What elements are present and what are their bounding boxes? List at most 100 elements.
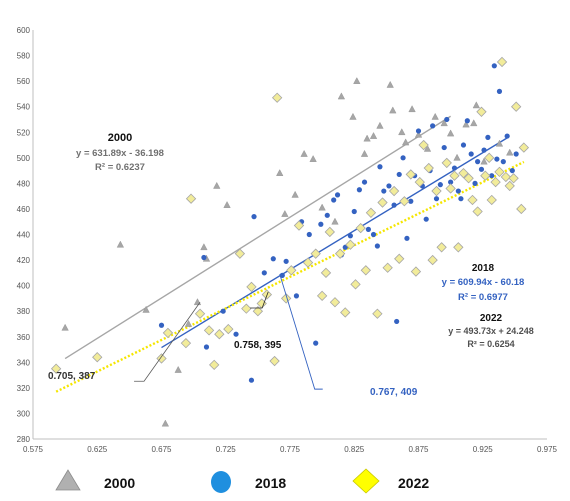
point-2018: [293, 293, 300, 299]
y-tick-label: 360: [17, 333, 31, 342]
eq2022-equation: y = 493.73x + 24.248: [448, 326, 534, 336]
x-tick-label: 0.875: [408, 445, 429, 454]
callout-label-2: 0.758, 395: [234, 340, 282, 351]
point-2018: [444, 116, 450, 123]
point-2018: [455, 188, 461, 194]
point-2022: [518, 142, 530, 153]
y-tick-label: 280: [17, 435, 31, 444]
trendline-2000: [64, 115, 451, 360]
point-2018: [386, 183, 392, 189]
point-2018: [400, 155, 406, 161]
point-2022: [214, 329, 225, 340]
point-2000: [281, 210, 289, 217]
point-2000: [423, 144, 432, 152]
point-2022: [194, 308, 206, 319]
y-tick-label: 600: [17, 26, 31, 35]
callout-leader-3: [279, 273, 323, 390]
point-2022: [355, 222, 366, 234]
point-2000: [184, 319, 193, 327]
point-2000: [402, 138, 410, 146]
point-2022: [436, 242, 447, 253]
point-2000: [213, 181, 221, 189]
point-2000: [161, 419, 169, 427]
point-2022: [418, 139, 429, 151]
y-tick-label: 480: [17, 179, 31, 188]
point-2018: [468, 151, 474, 157]
point-2018: [475, 159, 481, 165]
point-2000: [337, 92, 346, 100]
point-2018: [391, 202, 397, 208]
y-tick-label: 440: [17, 231, 31, 240]
point-2022: [365, 207, 377, 218]
point-2018: [496, 88, 503, 94]
point-2000: [495, 139, 504, 147]
point-2000: [200, 243, 208, 251]
point-2022: [92, 352, 103, 363]
x-tick-label: 0.725: [216, 445, 237, 454]
point-2000: [223, 201, 231, 208]
point-2022: [180, 337, 192, 349]
point-2018: [441, 144, 447, 151]
point-2000: [440, 119, 448, 127]
point-2022: [293, 220, 305, 231]
eq2018-title: 2018: [472, 263, 495, 274]
point-2000: [174, 365, 182, 373]
point-2000: [408, 105, 416, 113]
point-2000: [453, 153, 461, 161]
point-2022: [209, 359, 220, 371]
point-2022: [286, 265, 297, 276]
callout-leader-lines: [134, 273, 323, 390]
eq2022-r2: R² = 0.6254: [467, 339, 514, 349]
y-tick-label: 340: [17, 358, 31, 367]
y-tick-label: 300: [17, 409, 31, 418]
point-2018: [313, 340, 319, 346]
point-2018: [500, 159, 506, 165]
point-2022: [324, 226, 336, 238]
point-2000: [61, 323, 69, 331]
point-2022: [441, 157, 452, 169]
point-2018: [324, 212, 330, 218]
point-2000: [369, 132, 378, 139]
point-2018: [433, 196, 440, 202]
point-2000: [480, 157, 488, 165]
point-2018: [472, 180, 478, 186]
point-2018: [279, 272, 285, 278]
point-2022: [316, 290, 328, 302]
point-2018: [464, 118, 470, 124]
point-2022: [516, 203, 527, 215]
point-2018: [248, 377, 255, 383]
point-2018: [481, 147, 487, 153]
point-2018: [509, 167, 515, 174]
legend-2000-marker: [55, 469, 81, 491]
point-2000: [353, 77, 361, 84]
point-2022: [203, 325, 215, 336]
point-2022: [372, 308, 383, 319]
point-2022: [340, 307, 351, 318]
point-2018: [261, 270, 267, 276]
point-2022: [445, 183, 456, 194]
y-tick-label: 500: [17, 154, 31, 163]
point-2000: [291, 190, 299, 198]
y-tick-label: 580: [17, 52, 31, 61]
point-2022: [508, 173, 519, 184]
y-tick-label: 400: [17, 282, 31, 291]
point-2022: [463, 173, 474, 184]
legend-2022-label: 2022: [398, 475, 429, 491]
point-2022: [453, 242, 464, 253]
point-2022: [320, 267, 332, 279]
point-2022: [280, 293, 292, 304]
eq2022-title: 2022: [480, 313, 503, 324]
point-2018: [394, 318, 400, 325]
point-2000: [462, 120, 470, 128]
point-2000: [360, 149, 369, 157]
point-2022: [50, 363, 62, 374]
y-tick-label: 520: [17, 128, 31, 137]
legend-2018-label: 2018: [255, 475, 286, 491]
x-tick-label: 0.575: [23, 445, 44, 454]
point-2022: [271, 92, 283, 103]
point-2018: [448, 179, 454, 185]
point-2022: [252, 306, 264, 317]
point-2018: [203, 344, 210, 350]
point-2022: [496, 56, 508, 68]
point-2000: [349, 112, 357, 120]
